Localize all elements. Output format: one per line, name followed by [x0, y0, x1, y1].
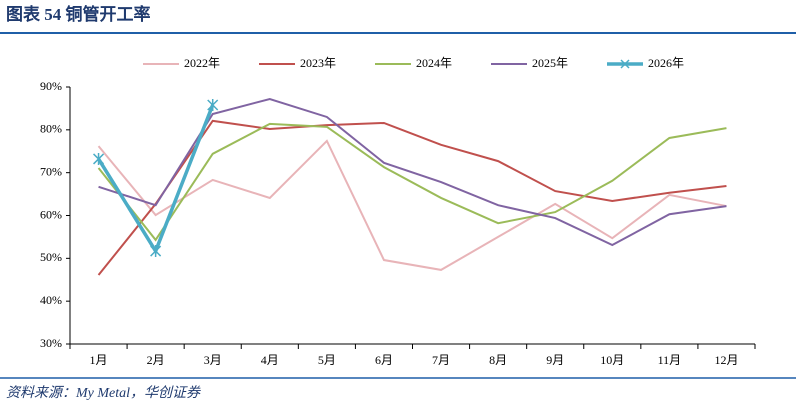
y-tick-label: 30% — [40, 336, 62, 350]
legend-label: 2022年 — [184, 56, 220, 70]
legend-label: 2024年 — [416, 56, 452, 70]
x-tick-label: 4月 — [261, 353, 279, 367]
legend-label: 2023年 — [300, 56, 336, 70]
series-marker — [93, 152, 105, 165]
legend-marker — [620, 59, 630, 69]
x-tick-label: 1月 — [90, 353, 108, 367]
series-marker — [207, 98, 219, 111]
source: 资料来源：My Metal，华创证券 — [6, 385, 201, 401]
x-tick-label: 10月 — [600, 353, 624, 367]
x-tick-label: 6月 — [375, 353, 393, 367]
legend-label: 2025年 — [532, 56, 568, 70]
x-tick-label: 2月 — [147, 353, 165, 367]
y-tick-label: 40% — [40, 293, 62, 307]
x-tick-label: 5月 — [318, 353, 336, 367]
legend-label: 2026年 — [648, 56, 684, 70]
x-tick-label: 7月 — [432, 353, 450, 367]
y-tick-label: 80% — [40, 122, 62, 136]
x-tick-label: 9月 — [546, 353, 564, 367]
x-tick-label: 3月 — [204, 353, 222, 367]
x-tick-label: 11月 — [658, 353, 682, 367]
series-line — [97, 119, 727, 276]
x-tick-label: 8月 — [489, 353, 507, 367]
y-tick-label: 60% — [40, 207, 62, 221]
y-tick-label: 90% — [40, 79, 62, 93]
y-tick-label: 70% — [40, 164, 62, 178]
y-tick-label: 50% — [40, 250, 62, 264]
series-line — [97, 122, 727, 242]
chart-title: 图表 54 铜管开工率 — [6, 4, 151, 24]
series-marker — [150, 245, 162, 258]
series-line — [97, 139, 727, 271]
x-tick-label: 12月 — [714, 353, 738, 367]
